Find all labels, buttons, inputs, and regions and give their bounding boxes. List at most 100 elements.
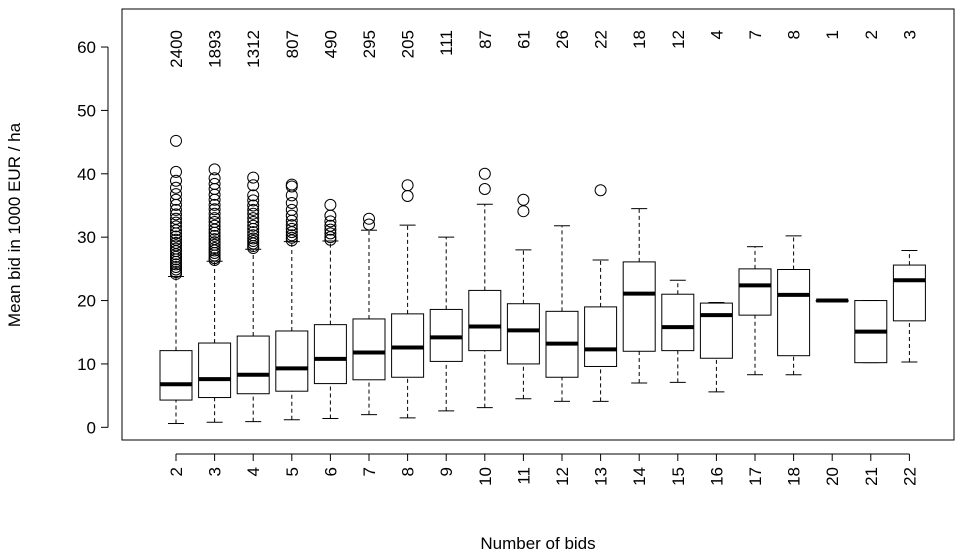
box (159, 350, 193, 401)
box-group (738, 246, 772, 376)
count-label: 807 (283, 30, 302, 58)
outlier-point (285, 222, 298, 235)
outlier-point (208, 219, 221, 232)
outlier-point (324, 233, 337, 246)
outlier-point (170, 165, 182, 178)
x-tick-label: 7 (360, 467, 379, 476)
outlier-point (324, 215, 337, 228)
outlier-point (324, 219, 337, 232)
box (738, 268, 772, 316)
outlier-point (208, 215, 221, 228)
y-tick-label: 0 (87, 418, 96, 437)
box (468, 289, 502, 352)
outlier-point (594, 184, 607, 197)
box-group (854, 300, 888, 364)
x-tick-label: 11 (514, 467, 533, 485)
x-axis: 2 3 4 5 6 7 8 9 10 11 12 13 14 15 16 17 18 20 21 22 (167, 453, 919, 486)
x-tick-label: 3 (206, 467, 225, 476)
x-tick-label: 6 (321, 467, 340, 476)
x-tick-label: 22 (900, 467, 919, 486)
outlier-point (170, 216, 182, 229)
outlier-point (247, 179, 260, 192)
box-group (198, 163, 232, 423)
outlier-point (247, 199, 260, 212)
box (352, 318, 386, 381)
box (236, 335, 270, 395)
outlier-point (247, 226, 260, 239)
count-label: 7 (746, 30, 765, 39)
outlier-point (170, 203, 182, 216)
outlier-point (170, 193, 182, 206)
y-tick-label: 20 (77, 292, 96, 311)
x-tick-label: 17 (746, 467, 765, 486)
outlier-point (247, 234, 260, 247)
outlier-point (170, 220, 182, 233)
x-tick-label: 21 (862, 467, 881, 486)
x-axis-label: Number of bids (480, 534, 595, 553)
count-label: 87 (476, 30, 495, 49)
outlier-point (247, 229, 260, 242)
box-group (815, 298, 849, 303)
count-label: 1312 (244, 30, 263, 68)
outlier-point (208, 229, 221, 242)
box (584, 306, 618, 367)
x-tick-label: 16 (707, 467, 726, 486)
box-group (236, 171, 270, 423)
box-group (584, 184, 618, 402)
x-tick-label: 12 (553, 467, 572, 486)
outlier-point (478, 167, 491, 180)
count-label: 61 (514, 30, 533, 49)
box-group (661, 279, 695, 383)
outlier-point (517, 205, 530, 218)
y-tick-label: 10 (77, 355, 96, 374)
outlier-point (170, 263, 182, 276)
outlier-point (208, 236, 221, 249)
outlier-point (247, 171, 260, 184)
box (506, 303, 540, 365)
outlier-point (285, 231, 298, 244)
count-label: 26 (553, 30, 572, 49)
count-label: 12 (669, 30, 688, 49)
outlier-point (363, 218, 375, 231)
x-tick-label: 4 (244, 467, 263, 476)
outlier-point (208, 172, 221, 185)
x-tick-label: 2 (167, 467, 186, 476)
count-label: 3 (900, 30, 919, 39)
count-labels: 2400 1893 1312 807 490 295 205 111 87 61 26 22 18 12 4… (167, 30, 919, 68)
outlier-point (208, 207, 221, 220)
box-group (506, 193, 540, 400)
outlier-point (170, 181, 182, 194)
outlier-point (170, 212, 182, 225)
outlier-point (208, 238, 221, 251)
outlier-point (170, 236, 182, 249)
outlier-point (247, 212, 260, 225)
outlier-point (208, 241, 221, 254)
box (198, 342, 232, 399)
y-tick-label: 50 (77, 101, 96, 120)
box (313, 324, 347, 385)
x-tick-label: 8 (399, 467, 418, 476)
box-group (352, 212, 386, 416)
outlier-point (170, 174, 182, 187)
y-tick-label: 30 (77, 228, 96, 247)
outlier-point (170, 258, 182, 271)
outlier-point (324, 198, 337, 211)
outlier-point (170, 242, 182, 255)
count-label: 18 (630, 30, 649, 49)
outlier-point (247, 194, 260, 207)
count-label: 22 (592, 30, 611, 49)
box-group (275, 178, 309, 421)
box-group (313, 198, 347, 419)
box-group (699, 301, 733, 393)
count-label: 4 (707, 30, 726, 39)
count-label: 205 (399, 30, 418, 58)
outlier-point (247, 215, 260, 228)
outlier-point (247, 207, 260, 220)
outlier-point (208, 177, 221, 190)
outlier-point (170, 260, 182, 273)
box (892, 264, 926, 322)
x-tick-label: 14 (630, 467, 649, 486)
outlier-point (208, 203, 221, 216)
outlier-point (324, 227, 337, 240)
